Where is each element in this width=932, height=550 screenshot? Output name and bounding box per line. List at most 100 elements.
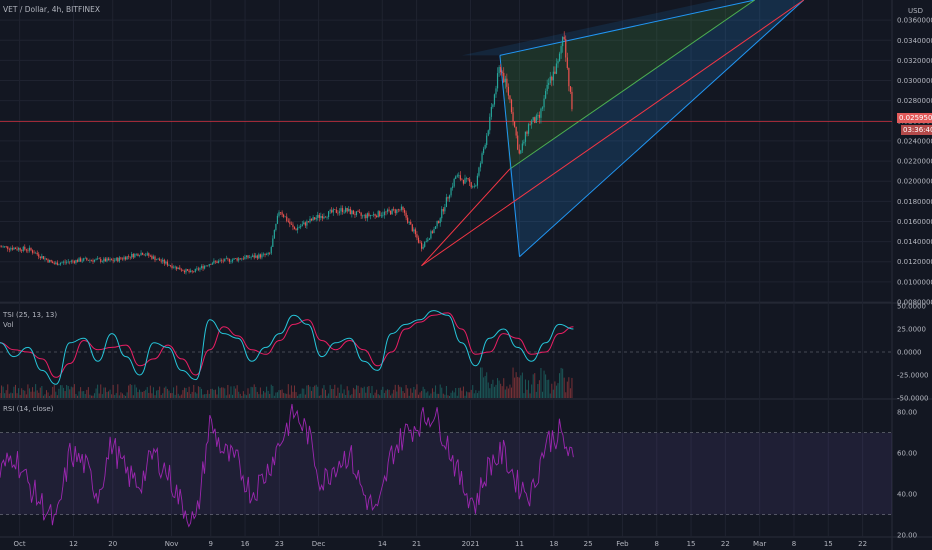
volume-bar <box>194 392 196 398</box>
time-tick-label: 16 <box>241 540 250 548</box>
volume-bar <box>252 387 254 398</box>
candle-body <box>173 267 175 269</box>
symbol-title[interactable]: VET / Dollar, 4h, BITFINEX <box>3 5 100 14</box>
channel-median-line <box>509 0 756 170</box>
candle-body <box>169 265 172 266</box>
volume-bar <box>411 392 413 398</box>
volume-bar <box>180 394 182 398</box>
volume-bar <box>506 386 508 398</box>
candle-body <box>385 211 387 213</box>
currency-label: USD <box>908 7 923 15</box>
volume-bar <box>363 386 365 398</box>
volume-bar <box>464 395 466 398</box>
volume-bar <box>430 393 432 398</box>
volume-bar <box>351 394 353 398</box>
candle-body <box>504 78 506 83</box>
volume-bar <box>300 393 302 398</box>
volume-bar <box>427 391 429 398</box>
volume-bar <box>309 386 311 398</box>
candle-body <box>129 256 131 258</box>
candle-body <box>76 260 79 262</box>
volume-bar <box>16 393 18 398</box>
candle-body <box>44 258 46 260</box>
candle-body <box>355 211 358 216</box>
candle-body <box>354 214 356 216</box>
candle-body <box>143 254 145 256</box>
candle-body <box>442 209 444 212</box>
volume-bar <box>242 391 244 398</box>
volume-bar <box>179 395 181 398</box>
volume-bar <box>149 385 151 398</box>
volume-bar <box>52 386 54 398</box>
time-tick-label: Feb <box>616 540 629 548</box>
volume-bar <box>38 392 40 398</box>
candle-body <box>205 265 207 267</box>
candle-body <box>245 255 248 258</box>
candle-body <box>448 195 451 199</box>
volume-bar <box>490 383 492 398</box>
volume-bar <box>174 394 176 398</box>
volume-bar <box>346 386 348 398</box>
volume-bar <box>301 388 303 398</box>
volume-bar <box>8 393 10 398</box>
candle-body <box>165 261 167 264</box>
candle-body <box>514 121 516 127</box>
volume-bar <box>449 395 450 398</box>
candle-body <box>4 246 6 247</box>
volume-bar <box>501 386 503 398</box>
candle-body <box>252 255 254 257</box>
tsi-pane <box>0 310 574 385</box>
candle-body <box>346 207 348 212</box>
candle-body <box>300 226 302 228</box>
candle-body <box>475 185 477 187</box>
volume-bar <box>436 393 438 398</box>
volume-bar <box>569 388 571 398</box>
volume-bar <box>266 386 268 398</box>
volume-bar <box>139 389 140 398</box>
volume-bar <box>424 389 426 398</box>
volume-bar <box>73 384 75 398</box>
candle-body <box>35 252 37 254</box>
volume-bar <box>67 386 69 398</box>
rsi-label[interactable]: RSI (14, close) <box>3 405 54 413</box>
candle-body <box>171 265 173 268</box>
candle-body <box>447 197 449 199</box>
time-tick-label: 18 <box>549 540 558 548</box>
price-candles <box>0 31 573 275</box>
volume-bar <box>421 390 423 398</box>
candle-body <box>289 221 291 224</box>
pitchfork-channel[interactable] <box>0 0 892 267</box>
volume-bar <box>111 394 113 398</box>
candle-body <box>372 214 375 216</box>
candle-body <box>523 141 525 144</box>
price-tick-label: 0.01000000 <box>897 278 932 286</box>
candle-body <box>436 221 438 227</box>
candle-body <box>89 260 91 261</box>
volume-bar <box>61 385 63 398</box>
candle-body <box>377 211 379 218</box>
volume-bar <box>317 386 319 398</box>
volume-bar <box>552 389 554 398</box>
candle-body <box>546 84 548 92</box>
volume-bar <box>100 384 102 398</box>
volume-bar <box>255 386 257 398</box>
tsi-label[interactable]: TSI (25, 13, 13) <box>3 311 58 319</box>
candle-body <box>176 266 178 270</box>
candle-body <box>301 224 303 227</box>
candle-body <box>36 252 38 255</box>
volume-bar <box>338 392 340 398</box>
candle-body <box>383 211 385 216</box>
candle-body <box>247 255 249 258</box>
vol-label[interactable]: Vol <box>3 321 14 329</box>
channel-upper-zone <box>499 0 755 170</box>
time-tick-label: 2021 <box>462 540 480 548</box>
candle-body <box>162 259 164 262</box>
candle-body <box>469 179 471 183</box>
candle-body <box>408 221 410 223</box>
candle-body <box>428 238 430 240</box>
volume-bar <box>171 393 173 398</box>
volume-bar <box>444 394 446 398</box>
candle-body <box>548 83 550 85</box>
volume-bar <box>345 394 347 398</box>
